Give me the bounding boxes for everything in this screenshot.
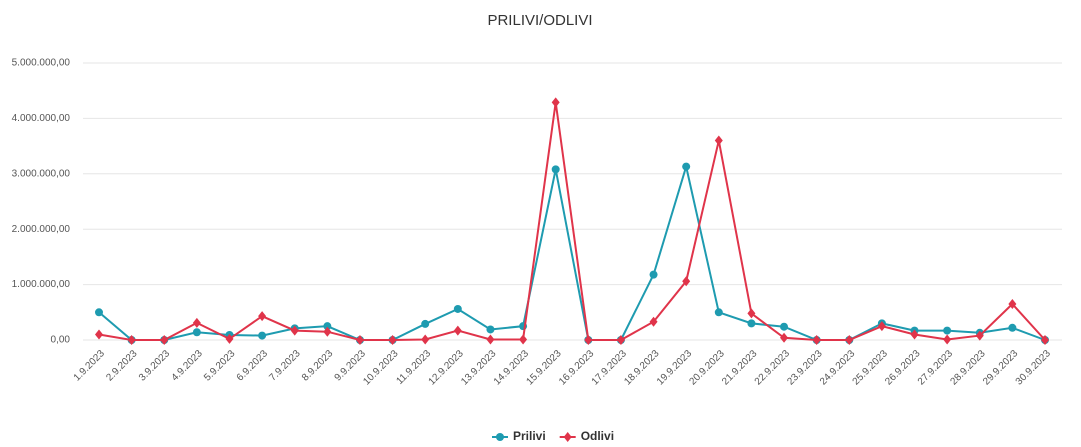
point xyxy=(192,328,201,337)
point xyxy=(845,335,854,345)
point xyxy=(225,333,234,344)
x-tick-label: 8.9.2023 xyxy=(300,348,336,384)
point xyxy=(943,326,952,335)
point xyxy=(388,335,397,345)
y-tick-label: 2.000.000,00 xyxy=(12,224,71,235)
legend-marker xyxy=(496,433,504,441)
x-tick-label: 2.9.2023 xyxy=(104,348,140,384)
point xyxy=(192,317,201,328)
point xyxy=(95,308,103,317)
point xyxy=(355,335,364,345)
point xyxy=(453,304,462,313)
legend-label: Prilivi xyxy=(513,429,546,443)
point xyxy=(910,329,919,340)
point xyxy=(258,331,267,340)
point xyxy=(1041,335,1049,345)
y-tick-label: 4.000.000,00 xyxy=(12,113,71,124)
point xyxy=(258,311,267,322)
point xyxy=(714,135,723,146)
point xyxy=(649,270,658,279)
point xyxy=(95,329,103,340)
x-tick-label: 4.9.2023 xyxy=(170,348,206,384)
legend-label: Odlivi xyxy=(581,429,614,443)
point xyxy=(682,276,691,287)
point xyxy=(323,322,332,331)
point xyxy=(323,326,332,337)
point xyxy=(551,165,560,174)
y-tick-label: 1.000.000,00 xyxy=(12,279,71,290)
point xyxy=(486,334,495,345)
series-line xyxy=(98,102,1046,341)
point xyxy=(780,322,789,331)
point xyxy=(127,335,136,345)
point xyxy=(519,334,528,345)
x-tick-label: 6.9.2023 xyxy=(235,348,271,384)
point xyxy=(747,308,756,319)
point xyxy=(877,321,886,332)
y-tick-label: 3.000.000,00 xyxy=(12,168,71,179)
chart-title: PRILIVI/ODLIVI xyxy=(487,12,592,29)
point xyxy=(1008,298,1017,309)
point xyxy=(290,325,299,336)
point xyxy=(812,335,821,345)
point xyxy=(714,308,723,317)
point xyxy=(160,335,169,345)
point xyxy=(682,162,691,171)
series-line xyxy=(98,162,1046,341)
point xyxy=(421,319,430,328)
point xyxy=(780,332,789,343)
point xyxy=(486,325,495,334)
point xyxy=(421,334,430,345)
x-tick-label: 1.9.2023 xyxy=(72,348,108,384)
point xyxy=(453,325,462,336)
point xyxy=(551,97,560,108)
x-tick-label: 5.9.2023 xyxy=(202,348,238,384)
point xyxy=(616,335,625,345)
legend-marker xyxy=(563,432,572,442)
y-tick-label: 0,00 xyxy=(51,335,71,346)
x-tick-label: 30.9.2023 xyxy=(1014,348,1054,388)
x-tick-label: 7.9.2023 xyxy=(267,348,303,384)
point xyxy=(747,319,756,328)
x-tick-label: 3.9.2023 xyxy=(137,348,173,384)
y-tick-label: 5.000.000,00 xyxy=(12,58,71,69)
point xyxy=(649,316,658,327)
point xyxy=(975,330,984,341)
point xyxy=(1008,323,1017,332)
point xyxy=(943,334,952,345)
point xyxy=(584,335,593,345)
x-tick-label: 10.9.2023 xyxy=(361,348,401,388)
